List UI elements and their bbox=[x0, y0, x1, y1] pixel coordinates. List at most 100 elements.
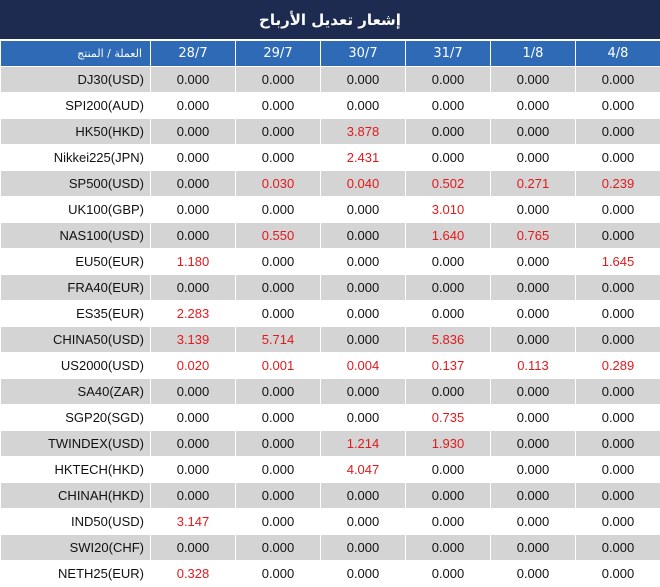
value-cell: 0.000 bbox=[405, 274, 491, 301]
value-cell: 2.431 bbox=[320, 144, 406, 171]
value-cell: 0.000 bbox=[150, 196, 236, 223]
value-cell: 0.000 bbox=[235, 404, 321, 431]
value-cell: 0.000 bbox=[235, 560, 321, 587]
value-cell: 3.878 bbox=[320, 118, 406, 145]
table-row: ES35(EUR) 2.283 0.000 0.000 0.000 0.000 0.000 bbox=[0, 300, 660, 327]
value-cell: 0.000 bbox=[405, 118, 491, 145]
table-header-row: العملة / المنتج 28/7 29/7 30/7 31/7 1/8 … bbox=[0, 40, 660, 67]
value-cell: 0.000 bbox=[405, 534, 491, 561]
value-cell: 0.000 bbox=[235, 300, 321, 327]
table-row: FRA40(EUR) 0.000 0.000 0.000 0.000 0.000 0.000 bbox=[0, 274, 660, 301]
value-cell: 0.000 bbox=[320, 196, 406, 223]
value-cell: 0.000 bbox=[320, 248, 406, 275]
value-cell: 0.239 bbox=[575, 170, 660, 197]
value-cell: 1.645 bbox=[575, 248, 660, 275]
value-cell: 0.000 bbox=[490, 404, 576, 431]
table-row: SA40(ZAR) 0.000 0.000 0.000 0.000 0.000 0.000 bbox=[0, 378, 660, 405]
table-body: DJ30(USD) 0.000 0.000 0.000 0.000 0.000 0.000 S… bbox=[0, 66, 660, 587]
value-cell: 0.000 bbox=[490, 300, 576, 327]
product-cell: FRA40(EUR) bbox=[0, 274, 151, 301]
table-row: HKTECH(HKD) 0.000 0.000 4.047 0.000 0.000 0.00… bbox=[0, 456, 660, 483]
header-date: 28/7 bbox=[150, 40, 236, 67]
value-cell: 0.000 bbox=[575, 66, 660, 93]
product-cell: SWI20(CHF) bbox=[0, 534, 151, 561]
value-cell: 0.735 bbox=[405, 404, 491, 431]
value-cell: 0.271 bbox=[490, 170, 576, 197]
value-cell: 0.000 bbox=[490, 430, 576, 457]
product-cell: Nikkei225(JPN) bbox=[0, 144, 151, 171]
value-cell: 0.000 bbox=[490, 196, 576, 223]
value-cell: 0.000 bbox=[150, 118, 236, 145]
product-cell: IND50(USD) bbox=[0, 508, 151, 535]
value-cell: 0.000 bbox=[575, 534, 660, 561]
value-cell: 0.000 bbox=[150, 222, 236, 249]
product-cell: SPI200(AUD) bbox=[0, 92, 151, 119]
value-cell: 0.000 bbox=[490, 326, 576, 353]
value-cell: 0.000 bbox=[490, 144, 576, 171]
product-cell: US2000(USD) bbox=[0, 352, 151, 379]
table-row: EU50(EUR) 1.180 0.000 0.000 0.000 0.000 1.645 bbox=[0, 248, 660, 275]
header-product: العملة / المنتج bbox=[0, 40, 151, 67]
value-cell: 0.000 bbox=[320, 534, 406, 561]
value-cell: 0.000 bbox=[575, 482, 660, 509]
product-cell: EU50(EUR) bbox=[0, 248, 151, 275]
value-cell: 5.836 bbox=[405, 326, 491, 353]
value-cell: 0.000 bbox=[235, 508, 321, 535]
value-cell: 0.000 bbox=[575, 144, 660, 171]
value-cell: 0.000 bbox=[235, 248, 321, 275]
value-cell: 0.000 bbox=[405, 508, 491, 535]
value-cell: 0.000 bbox=[235, 430, 321, 457]
header-date: 4/8 bbox=[575, 40, 660, 67]
table-row: Nikkei225(JPN) 0.000 0.000 2.431 0.000 0.000 0… bbox=[0, 144, 660, 171]
value-cell: 0.000 bbox=[405, 456, 491, 483]
value-cell: 0.328 bbox=[150, 560, 236, 587]
value-cell: 0.000 bbox=[235, 196, 321, 223]
product-cell: TWINDEX(USD) bbox=[0, 430, 151, 457]
product-cell: HK50(HKD) bbox=[0, 118, 151, 145]
value-cell: 0.550 bbox=[235, 222, 321, 249]
value-cell: 0.000 bbox=[490, 534, 576, 561]
header-date: 31/7 bbox=[405, 40, 491, 67]
product-cell: ES35(EUR) bbox=[0, 300, 151, 327]
value-cell: 0.000 bbox=[150, 92, 236, 119]
value-cell: 0.000 bbox=[320, 378, 406, 405]
value-cell: 0.020 bbox=[150, 352, 236, 379]
value-cell: 0.000 bbox=[405, 144, 491, 171]
value-cell: 0.000 bbox=[490, 482, 576, 509]
value-cell: 0.000 bbox=[150, 66, 236, 93]
table-row: CHINAH(HKD) 0.000 0.000 0.000 0.000 0.000 0.00… bbox=[0, 482, 660, 509]
value-cell: 0.000 bbox=[405, 248, 491, 275]
product-cell: DJ30(USD) bbox=[0, 66, 151, 93]
table-row: IND50(USD) 3.147 0.000 0.000 0.000 0.000 0.000 bbox=[0, 508, 660, 535]
value-cell: 5.714 bbox=[235, 326, 321, 353]
value-cell: 0.000 bbox=[150, 430, 236, 457]
value-cell: 0.000 bbox=[320, 274, 406, 301]
value-cell: 0.000 bbox=[235, 378, 321, 405]
value-cell: 0.000 bbox=[405, 300, 491, 327]
value-cell: 0.000 bbox=[575, 196, 660, 223]
value-cell: 0.000 bbox=[405, 92, 491, 119]
value-cell: 0.000 bbox=[575, 508, 660, 535]
product-cell: NETH25(EUR) bbox=[0, 560, 151, 587]
value-cell: 0.000 bbox=[575, 430, 660, 457]
value-cell: 0.000 bbox=[320, 300, 406, 327]
header-date: 29/7 bbox=[235, 40, 321, 67]
value-cell: 1.640 bbox=[405, 222, 491, 249]
value-cell: 0.040 bbox=[320, 170, 406, 197]
product-cell: NAS100(USD) bbox=[0, 222, 151, 249]
value-cell: 0.000 bbox=[150, 170, 236, 197]
value-cell: 0.000 bbox=[490, 508, 576, 535]
table-row: DJ30(USD) 0.000 0.000 0.000 0.000 0.000 0.000 bbox=[0, 66, 660, 93]
value-cell: 0.000 bbox=[235, 66, 321, 93]
value-cell: 3.147 bbox=[150, 508, 236, 535]
value-cell: 0.000 bbox=[235, 274, 321, 301]
header-date: 1/8 bbox=[490, 40, 576, 67]
value-cell: 0.000 bbox=[575, 404, 660, 431]
value-cell: 0.000 bbox=[575, 274, 660, 301]
value-cell: 0.765 bbox=[490, 222, 576, 249]
value-cell: 0.000 bbox=[575, 456, 660, 483]
value-cell: 0.000 bbox=[235, 534, 321, 561]
value-cell: 0.000 bbox=[320, 222, 406, 249]
value-cell: 0.004 bbox=[320, 352, 406, 379]
